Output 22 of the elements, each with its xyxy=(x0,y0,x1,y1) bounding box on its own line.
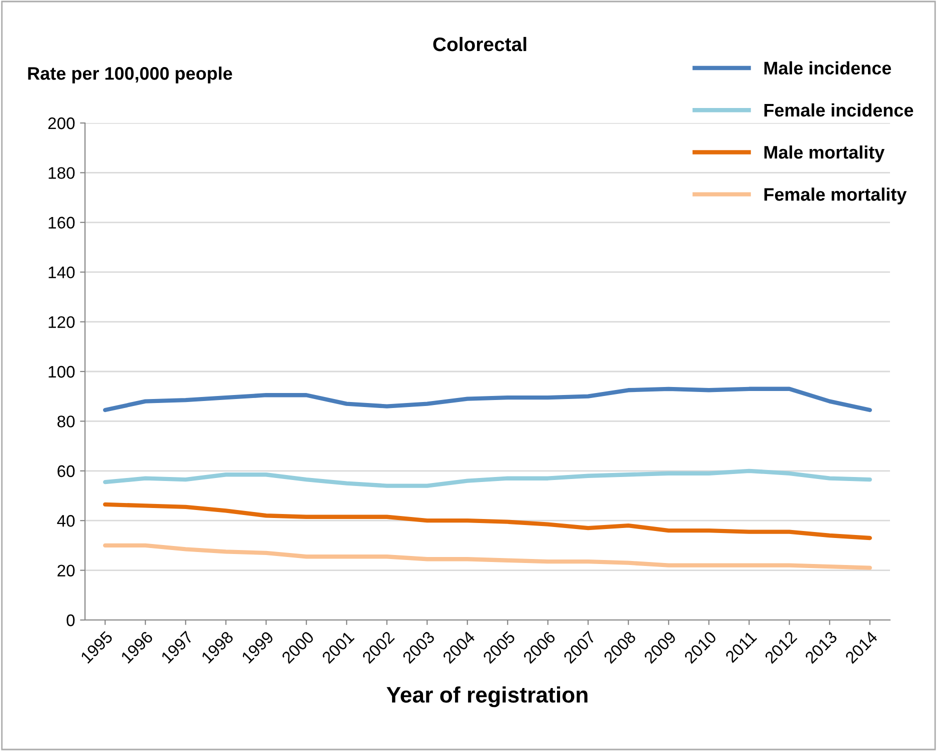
chart-title: Colorectal xyxy=(433,36,526,52)
line-series xyxy=(103,502,872,540)
y-tick-label: 180 xyxy=(48,167,75,179)
legend-label: Female incidence xyxy=(764,103,914,117)
legend-label: Female mortality xyxy=(764,188,907,204)
y-tick-label: 100 xyxy=(48,366,75,378)
y-axis-title: Rate per 100,000 people xyxy=(28,66,232,84)
legend-label: Male incidence xyxy=(764,61,892,75)
line-series xyxy=(103,543,872,570)
y-tick-label: 120 xyxy=(48,316,75,328)
y-tick-label: 0 xyxy=(66,614,75,626)
x-axis-title: Year of registration xyxy=(386,686,588,708)
y-tick-label: 80 xyxy=(57,416,75,428)
y-tick-label: 160 xyxy=(48,216,75,229)
y-tick-label: 20 xyxy=(58,564,75,577)
y-tick-label: 140 xyxy=(48,266,75,278)
legend-label: Male mortality xyxy=(764,145,885,162)
line-series xyxy=(103,468,872,488)
y-tick-label: 200 xyxy=(48,117,75,130)
y-tick-label: 60 xyxy=(58,465,75,478)
y-tick-label: 40 xyxy=(57,515,75,527)
line-series xyxy=(103,386,872,412)
